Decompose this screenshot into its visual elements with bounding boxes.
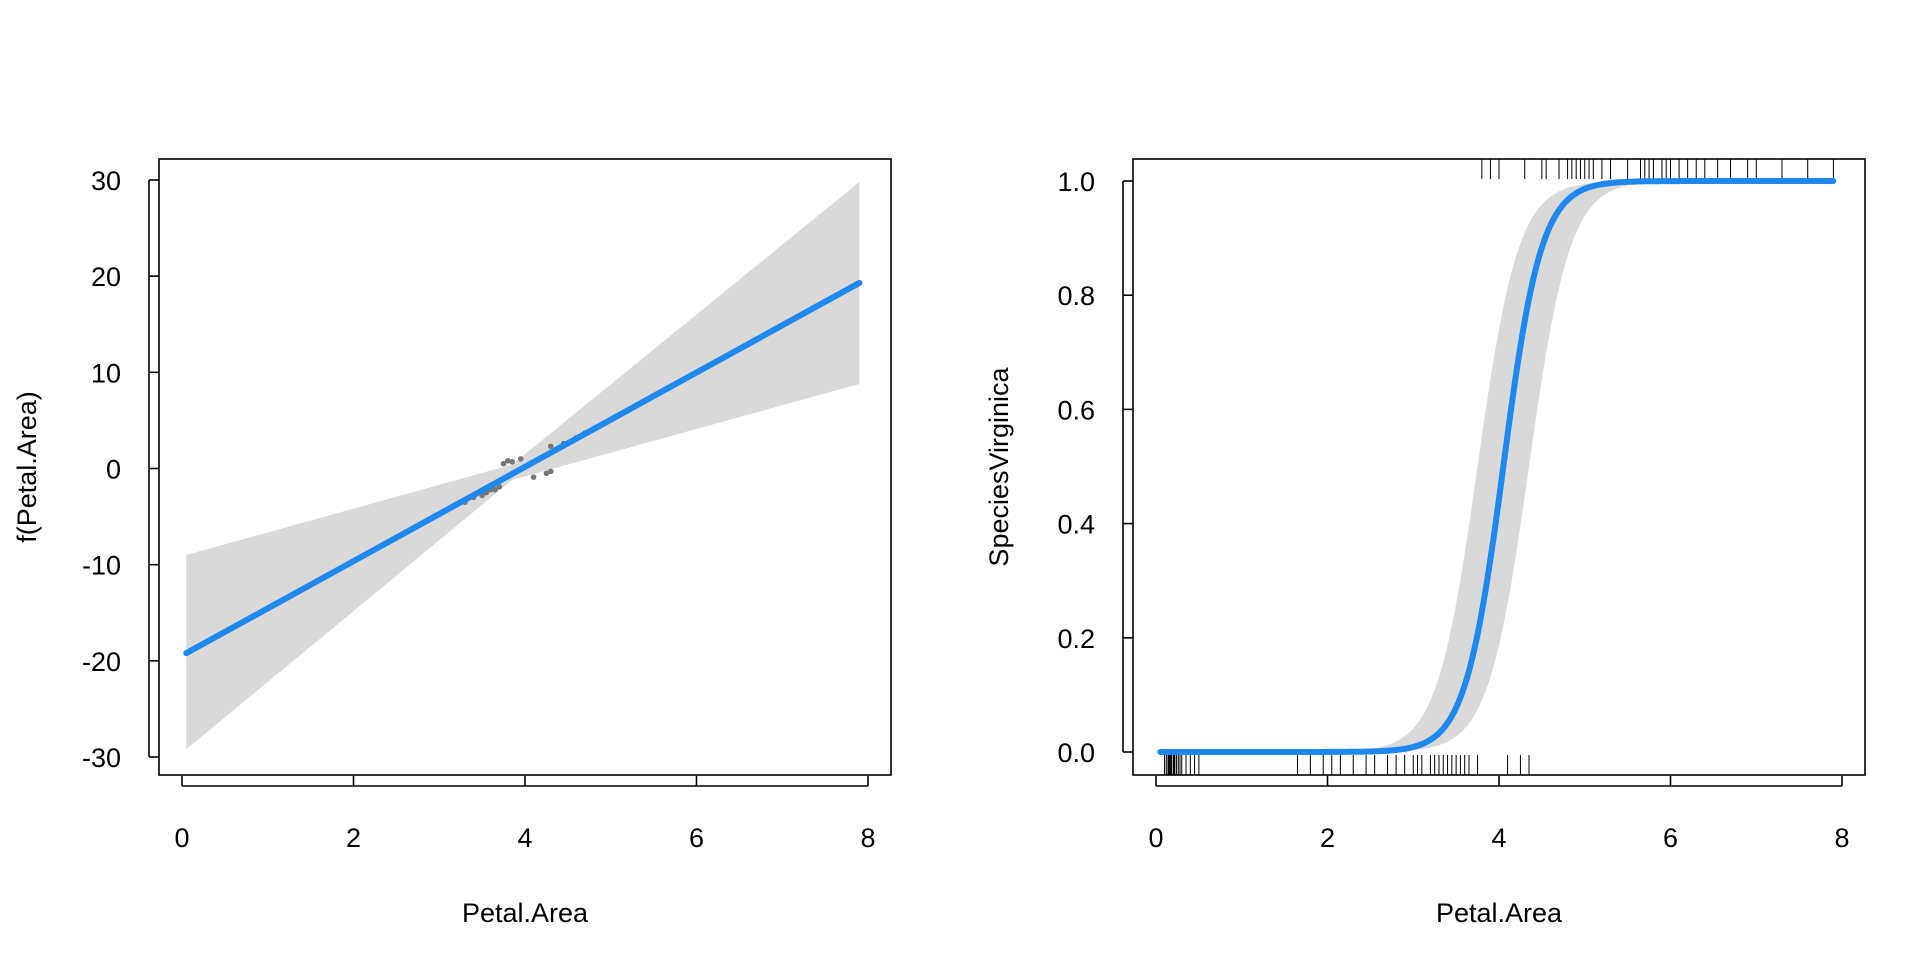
x-tick-label: 6 <box>689 823 704 853</box>
left-y-axis-title: f(Petal.Area) <box>12 391 42 543</box>
x-tick-label: 6 <box>1663 823 1678 853</box>
left-panel: -30 -20 -10 0 10 20 30 0 2 4 6 8 Petal.Area f(Peta… <box>12 158 892 928</box>
y-tick-label: -30 <box>82 743 121 773</box>
right-x-axis: 0 2 4 6 8 <box>1148 776 1850 853</box>
right-rug-marks <box>1164 159 1834 775</box>
right-plot-frame <box>1132 158 1866 776</box>
right-y-axis-title: SpeciesVirginica <box>984 366 1014 566</box>
y-tick-label: 1.0 <box>1057 167 1095 197</box>
y-tick-label: 30 <box>91 166 121 196</box>
y-tick-label: 10 <box>91 358 121 388</box>
x-tick-label: 2 <box>1320 823 1335 853</box>
residual-point <box>543 470 550 477</box>
y-tick-label: 20 <box>91 262 121 292</box>
x-tick-label: 2 <box>346 823 361 853</box>
residual-point <box>496 483 503 490</box>
y-tick-label: -20 <box>82 647 121 677</box>
y-tick-label: 0.8 <box>1057 281 1095 311</box>
x-tick-label: 8 <box>860 823 875 853</box>
residual-point <box>500 460 507 467</box>
left-y-axis: -30 -20 -10 0 10 20 30 <box>82 166 159 773</box>
left-fit-line <box>183 279 863 657</box>
y-tick-label: 0.4 <box>1057 510 1095 540</box>
left-plot-frame <box>158 158 892 776</box>
residual-point <box>547 443 554 450</box>
residual-point <box>517 456 524 462</box>
x-tick-label: 0 <box>1148 823 1163 853</box>
x-tick-label: 4 <box>517 823 532 853</box>
right-x-axis-title: Petal.Area <box>1436 898 1563 928</box>
right-y-axis: 0.0 0.2 0.4 0.6 0.8 1.0 <box>1057 167 1133 768</box>
residual-point <box>547 468 554 475</box>
x-tick-label: 4 <box>1491 823 1506 853</box>
residual-point <box>530 474 537 480</box>
y-tick-label: 0.0 <box>1057 738 1095 768</box>
x-tick-label: 0 <box>174 823 189 853</box>
right-fit-line <box>1157 178 1837 755</box>
y-tick-label: 0.2 <box>1057 624 1095 654</box>
residual-point <box>509 458 515 465</box>
x-tick-label: 8 <box>1834 823 1849 853</box>
residual-point <box>505 458 511 464</box>
y-tick-label: 0 <box>106 455 121 485</box>
residual-point <box>492 486 498 493</box>
y-tick-label: 0.6 <box>1057 395 1095 425</box>
right-confidence-band <box>1160 181 1834 752</box>
left-x-axis-title: Petal.Area <box>462 898 589 928</box>
left-x-axis: 0 2 4 6 8 <box>174 776 876 853</box>
y-tick-label: -10 <box>82 551 121 581</box>
right-panel: 0.0 0.2 0.4 0.6 0.8 1.0 0 2 4 6 8 Petal.Area Spec… <box>984 158 1866 928</box>
